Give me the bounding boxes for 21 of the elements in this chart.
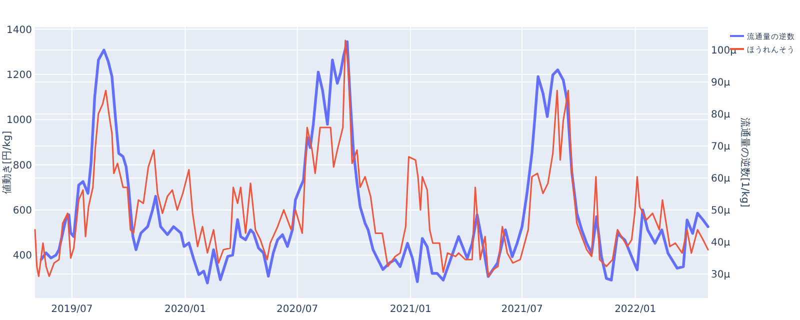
y-tick-label: 400 [12, 250, 32, 262]
x-tick-label: 2020/01 [164, 304, 206, 315]
y2-tick-label: 60µ [711, 174, 731, 185]
y-axis-title: 値動き[円/kg] [1, 130, 13, 194]
y2-tick-label: 30µ [711, 270, 731, 281]
y2-tick-label: 80µ [711, 110, 731, 121]
y2-tick-label: 50µ [711, 206, 731, 217]
y-tick-label: 800 [12, 160, 32, 172]
x-tick-label: 2022/01 [614, 304, 656, 315]
y2-tick-label: 40µ [711, 238, 731, 249]
y-tick-label: 600 [12, 205, 32, 216]
y-tick-label: 1200 [6, 70, 32, 81]
y2-tick-label: 90µ [711, 78, 731, 89]
x-tick-label: 2021/07 [501, 304, 543, 315]
y2-axis-title: 流通量の逆数[1/kg] [739, 118, 751, 208]
x-tick-label: 2019/07 [51, 304, 93, 315]
y-tick-label: 1000 [6, 115, 32, 126]
y-tick-label: 1400 [6, 24, 32, 36]
x-tick-label: 2020/07 [276, 304, 318, 315]
x-tick-label: 2021/01 [390, 304, 432, 315]
y2-tick-label: 70µ [711, 142, 731, 153]
